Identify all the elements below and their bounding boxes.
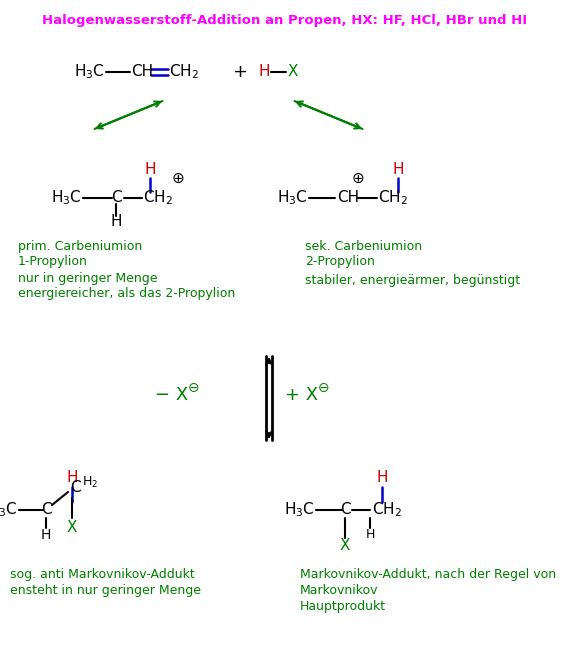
Text: energiereicher, als das 2-Propylion: energiereicher, als das 2-Propylion <box>18 287 235 300</box>
Text: H$_2$: H$_2$ <box>82 474 98 489</box>
Text: CH: CH <box>131 64 153 79</box>
Text: CH$_2$: CH$_2$ <box>378 189 408 208</box>
Text: H: H <box>392 162 404 177</box>
Text: ⊖: ⊖ <box>318 381 329 395</box>
Text: ⊕: ⊕ <box>352 171 364 185</box>
Text: C: C <box>41 503 51 518</box>
Text: CH: CH <box>337 191 359 206</box>
Text: CH$_2$: CH$_2$ <box>372 501 402 519</box>
Text: H: H <box>376 470 388 486</box>
Text: H: H <box>66 470 78 486</box>
Text: Halogenwasserstoff-Addition an Propen, HX: HF, HCl, HBr und HI: Halogenwasserstoff-Addition an Propen, H… <box>42 14 528 27</box>
Text: Markovnikov-Addukt, nach der Regel von: Markovnikov-Addukt, nach der Regel von <box>300 568 556 581</box>
Text: H: H <box>41 528 51 542</box>
Text: H: H <box>110 214 122 229</box>
Text: H$_3$C: H$_3$C <box>278 189 308 208</box>
Text: C: C <box>70 480 81 495</box>
Text: Hauptprodukt: Hauptprodukt <box>300 600 386 613</box>
Text: 2-Propylion: 2-Propylion <box>305 255 375 268</box>
Text: X: X <box>288 64 299 79</box>
Text: H$_3$C: H$_3$C <box>284 501 315 519</box>
Text: prim. Carbeniumion: prim. Carbeniumion <box>18 240 142 253</box>
Text: ⊖: ⊖ <box>188 381 200 395</box>
Text: H: H <box>259 64 270 79</box>
Text: nur in geringer Menge: nur in geringer Menge <box>18 272 158 285</box>
Text: CH$_2$: CH$_2$ <box>143 189 173 208</box>
Text: ensteht in nur geringer Menge: ensteht in nur geringer Menge <box>10 584 201 597</box>
Text: stabiler, energieärmer, begünstigt: stabiler, energieärmer, begünstigt <box>305 274 520 287</box>
Text: Markovnikov: Markovnikov <box>300 584 379 597</box>
Text: CH$_2$: CH$_2$ <box>169 62 199 81</box>
Text: sog. anti Markovnikov-Addukt: sog. anti Markovnikov-Addukt <box>10 568 195 581</box>
Text: 1-Propylion: 1-Propylion <box>18 255 88 268</box>
Text: C: C <box>111 191 121 206</box>
Text: H$_3$C: H$_3$C <box>0 501 18 519</box>
Text: X: X <box>340 539 350 553</box>
Text: sek. Carbeniumion: sek. Carbeniumion <box>305 240 422 253</box>
Text: ⊕: ⊕ <box>172 171 184 185</box>
Text: +: + <box>232 63 247 81</box>
Text: − X: − X <box>155 386 188 404</box>
Text: H$_3$C: H$_3$C <box>74 62 105 81</box>
Text: H: H <box>144 162 156 177</box>
Text: H: H <box>365 528 375 541</box>
Text: + X: + X <box>285 386 318 404</box>
Text: H$_3$C: H$_3$C <box>51 189 82 208</box>
Text: C: C <box>340 503 351 518</box>
Text: X: X <box>67 520 77 535</box>
